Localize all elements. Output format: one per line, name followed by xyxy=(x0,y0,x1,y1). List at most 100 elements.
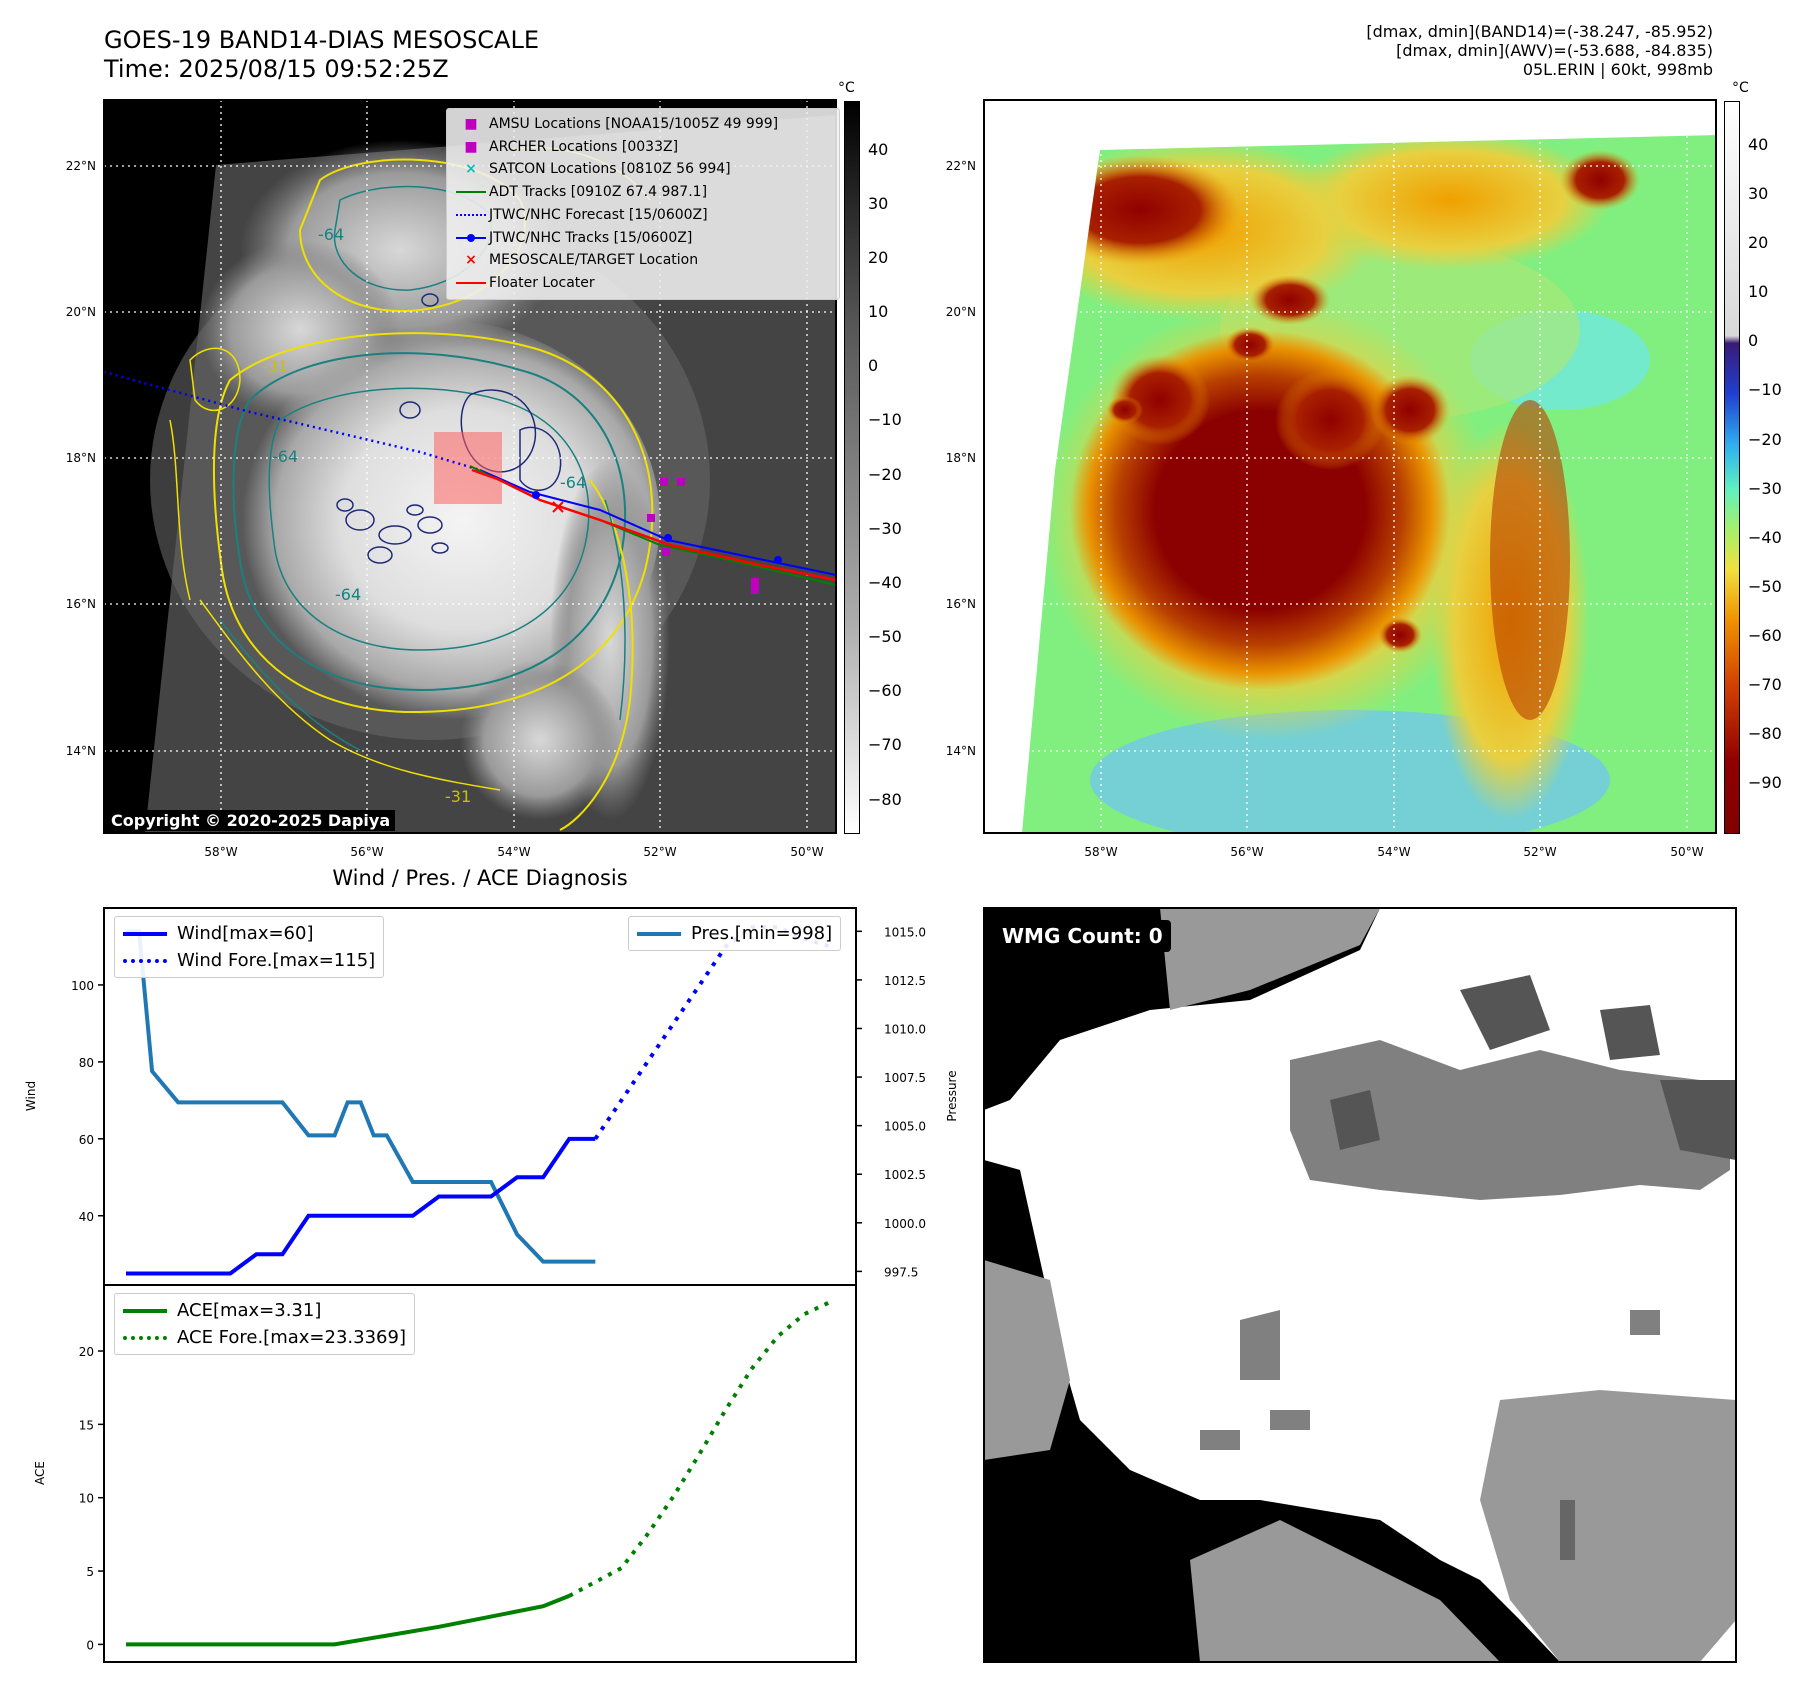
dotted-line-icon xyxy=(456,213,486,216)
jtwc-track-points xyxy=(532,491,782,564)
info-line-1: [dmax, dmin](BAND14)=(-38.247, -85.952) xyxy=(1366,22,1713,41)
pressure-tick-label: 1002.5 xyxy=(884,1168,926,1182)
colorbar-tick-label: 0 xyxy=(868,356,879,376)
line-icon xyxy=(123,1309,167,1313)
map-legend: ■ AMSU Locations [NOAA15/1005Z 49 999] ■ A… xyxy=(446,108,840,300)
title-line-1: GOES-19 BAND14-DIAS MESOSCALE xyxy=(104,26,540,54)
line-icon xyxy=(456,191,486,194)
x-mark-icon: × xyxy=(465,252,477,269)
line-icon xyxy=(456,281,486,284)
colorbar-tick-label: −20 xyxy=(868,464,902,484)
pressure-axis-label: Pressure xyxy=(945,1070,959,1121)
colorbar-tick-label: 20 xyxy=(868,248,889,268)
colorbar-tick-label: −20 xyxy=(1748,429,1782,449)
contour-label: -64 xyxy=(335,585,361,604)
color-colorbar-unit: °C xyxy=(1732,80,1749,96)
pressure-tick-label: 1012.5 xyxy=(884,974,926,988)
jtwc-track xyxy=(479,469,837,576)
pressure-tick-label: 1005.0 xyxy=(884,1120,926,1134)
ace-tick-label: 10 xyxy=(79,1492,94,1506)
pressure-legend: Pres.[min=998] xyxy=(628,916,842,951)
contour-label: -64 xyxy=(318,225,344,244)
wind-tick-label: 80 xyxy=(79,1056,94,1070)
colorbar-tick-label: −40 xyxy=(1748,527,1782,547)
dotted-line-icon xyxy=(123,959,167,963)
contour-label: -64 xyxy=(272,447,298,466)
color-map-panel: 22°N 20°N 18°N 16°N 14°N 58°W 56°W 54°W … xyxy=(946,99,1717,859)
legend-wind: Wind[max=60] xyxy=(123,920,375,947)
legend-ace: ACE[max=3.31] xyxy=(123,1297,406,1324)
lon-tick-label: 54°W xyxy=(497,845,530,859)
line-icon xyxy=(123,932,167,936)
lon-tick-label: 50°W xyxy=(1670,845,1703,859)
lon-tick-label: 52°W xyxy=(643,845,676,859)
legend-pressure: Pres.[min=998] xyxy=(637,920,832,947)
lat-tick-label: 16°N xyxy=(66,597,96,611)
mesoscale-box xyxy=(434,432,502,504)
legend-mesoscale: × MESOSCALE/TARGET Location xyxy=(453,249,833,272)
lon-tick-label: 50°W xyxy=(790,845,823,859)
legend-wind-forecast: Wind Fore.[max=115] xyxy=(123,947,375,974)
colorbar-tick-label: −80 xyxy=(868,789,902,809)
wind-axis-label: Wind xyxy=(24,1081,38,1111)
legend-jtwc-forecast: JTWC/NHC Forecast [15/0600Z] xyxy=(453,204,833,227)
lat-tick-label: 14°N xyxy=(946,744,976,758)
legend-adt: ADT Tracks [0910Z 67.4 987.1] xyxy=(453,181,833,204)
lat-tick-label: 20°N xyxy=(946,305,976,319)
ace-tick-label: 15 xyxy=(79,1418,94,1432)
lon-tick-label: 58°W xyxy=(204,845,237,859)
colorbar-tick-label: −50 xyxy=(868,627,902,647)
legend-ace-forecast: ACE Fore.[max=23.3369] xyxy=(123,1324,406,1351)
colorbar-tick-label: 10 xyxy=(1748,282,1769,302)
colorbar-tick-label: 40 xyxy=(1748,135,1769,155)
ace-tick-label: 5 xyxy=(86,1565,94,1579)
wind-legend: Wind[max=60] Wind Fore.[max=115] xyxy=(114,916,385,978)
ace-legend: ACE[max=3.31] ACE Fore.[max=23.3369] xyxy=(114,1293,415,1355)
target-x-marks xyxy=(552,501,564,513)
wind-tick-label: 60 xyxy=(79,1133,94,1147)
pressure-tick-label: 1007.5 xyxy=(884,1071,926,1085)
wmg-imagery xyxy=(984,908,1736,1662)
pressure-tick-label: 1010.0 xyxy=(884,1022,926,1036)
amsu-archer-points xyxy=(647,478,759,594)
color-imagery xyxy=(1022,135,1716,833)
colorbar-tick-label: −80 xyxy=(1748,723,1782,743)
lat-tick-label: 16°N xyxy=(946,597,976,611)
pressure-series-line xyxy=(126,929,596,1264)
lon-tick-label: 58°W xyxy=(1084,845,1117,859)
square-icon: ■ xyxy=(464,138,478,155)
legend-satcon: × SATCON Locations [0810Z 56 994] xyxy=(453,158,833,181)
colorbar-tick-label: −60 xyxy=(868,681,902,701)
lat-tick-label: 20°N xyxy=(66,305,96,319)
ace-tick-label: 20 xyxy=(79,1345,94,1359)
ace-tick-label: 0 xyxy=(86,1638,94,1652)
color-colorbar xyxy=(1724,101,1740,834)
colorbar-tick-label: −30 xyxy=(1748,478,1782,498)
wmg-frame xyxy=(983,907,1737,1663)
colorbar-tick-label: −10 xyxy=(1748,380,1782,400)
figure-title: GOES-19 BAND14-DIAS MESOSCALE Time: 2025… xyxy=(104,26,539,84)
colorbar-tick-label: 20 xyxy=(1748,233,1769,253)
x-mark-icon: × xyxy=(465,161,477,178)
colorbar-tick-label: −40 xyxy=(868,572,902,592)
colorbar-tick-label: 30 xyxy=(868,193,889,213)
ace-series-line xyxy=(126,1593,571,1647)
legend-amsu: ■ AMSU Locations [NOAA15/1005Z 49 999] xyxy=(453,113,833,136)
wind-forecast-series-line xyxy=(593,925,831,1140)
colorbar-tick-label: 40 xyxy=(868,139,889,159)
line-icon xyxy=(637,932,681,936)
lat-tick-label: 22°N xyxy=(66,159,96,173)
color-map-frame xyxy=(983,99,1717,834)
lon-tick-label: 56°W xyxy=(350,845,383,859)
colorbar-tick-label: −30 xyxy=(868,518,902,538)
legend-archer: ■ ARCHER Locations [0033Z] xyxy=(453,136,833,159)
colorbar-tick-label: −70 xyxy=(1748,674,1782,694)
lon-tick-label: 56°W xyxy=(1230,845,1263,859)
info-line-2: [dmax, dmin](AWV)=(-53.688, -84.835) xyxy=(1396,41,1713,60)
colorbar-tick-label: −90 xyxy=(1748,772,1782,792)
legend-floater: Floater Locater xyxy=(453,272,833,295)
legend-jtwc-tracks: JTWC/NHC Tracks [15/0600Z] xyxy=(453,227,833,250)
floater-track xyxy=(471,468,837,582)
colorbar-tick-label: −10 xyxy=(868,410,902,430)
